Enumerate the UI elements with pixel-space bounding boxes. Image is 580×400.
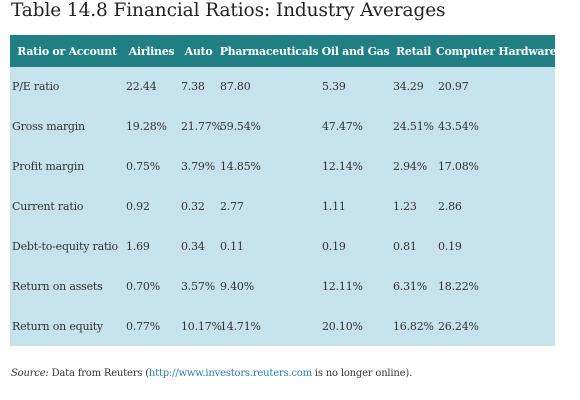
- source-note: Source: Data from Reuters (http://www.in…: [11, 368, 412, 379]
- column-header-ratio: Ratio or Account: [17, 44, 117, 58]
- row-label: Gross margin: [12, 120, 85, 134]
- table-cell: 7.38: [181, 80, 205, 94]
- table-cell: 1.11: [322, 200, 346, 214]
- row-label: P/E ratio: [12, 80, 60, 94]
- table-cell: 0.32: [181, 200, 205, 214]
- table-cell: 1.69: [126, 240, 150, 253]
- table-cell: 26.24%: [438, 319, 479, 333]
- table-cell: 0.19: [438, 240, 462, 253]
- column-header-airlines: Airlines: [128, 44, 175, 58]
- table-cell: 16.82%: [393, 319, 434, 333]
- table-row: Debt-to-equity ratio 1.69 0.34 0.11 0.19…: [10, 227, 555, 267]
- row-label: Return on assets: [12, 279, 103, 293]
- table-cell: 3.79%: [181, 160, 215, 174]
- table-cell: 0.34: [181, 240, 205, 253]
- table-cell: 47.47%: [322, 120, 363, 134]
- table-cell: 2.77: [220, 200, 244, 214]
- table-cell: 2.94%: [393, 160, 427, 174]
- row-label: Return on equity: [12, 319, 103, 333]
- table-cell: 19.28%: [126, 120, 167, 134]
- table-cell: 17.08%: [438, 160, 479, 174]
- table-cell: 14.85%: [220, 160, 261, 174]
- table-row: Gross margin 19.28% 21.77% 59.54% 47.47%…: [10, 107, 555, 147]
- financial-ratios-table: Ratio or Account Airlines Auto Pharmaceu…: [10, 35, 557, 347]
- table-row: Current ratio 0.92 0.32 2.77 1.11 1.23 2…: [10, 187, 555, 227]
- table-row: Profit margin 0.75% 3.79% 14.85% 12.14% …: [10, 147, 555, 187]
- row-label: Profit margin: [12, 160, 85, 174]
- table-cell: 20.97: [438, 80, 469, 94]
- table-cell: 0.19: [322, 240, 346, 253]
- column-header-pharmaceuticals: Pharmaceuticals: [219, 44, 319, 58]
- table-cell: 14.71%: [220, 319, 261, 333]
- table-cell: 34.29: [393, 80, 424, 94]
- table-cell: 0.81: [393, 240, 417, 253]
- table-cell: 21.77%: [181, 120, 222, 134]
- table-cell: 12.14%: [322, 160, 363, 174]
- table-title: Table 14.8 Financial Ratios: Industry Av…: [11, 0, 446, 21]
- table-cell: 10.17%: [181, 319, 222, 333]
- column-header-retail: Retail: [396, 44, 431, 58]
- table-cell: 0.77%: [126, 319, 160, 333]
- row-label: Debt-to-equity ratio: [12, 240, 118, 253]
- table-cell: 0.70%: [126, 279, 160, 293]
- column-header-oil-and-gas: Oil and Gas: [321, 44, 390, 58]
- table-cell: 0.92: [126, 200, 150, 214]
- table-cell: 22.44: [126, 80, 157, 94]
- table-row: P/E ratio 22.44 7.38 87.80 5.39 34.29 20…: [10, 67, 555, 107]
- table-cell: 1.23: [393, 200, 417, 214]
- table-cell: 59.54%: [220, 120, 261, 134]
- table-cell: 5.39: [322, 80, 346, 94]
- table-cell: 2.86: [438, 200, 462, 214]
- source-label: Source:: [11, 368, 49, 379]
- table-cell: 0.11: [220, 240, 244, 253]
- reuters-link[interactable]: http://www.investors.reuters.com: [148, 368, 312, 379]
- table-cell: 20.10%: [322, 319, 363, 333]
- table-cell: 24.51%: [393, 120, 434, 134]
- column-header-computer-hardware: Computer Hardware: [436, 44, 557, 58]
- header-row: Ratio or Account Airlines Auto Pharmaceu…: [10, 35, 557, 67]
- table-cell: 18.22%: [438, 279, 479, 293]
- table-cell: 43.54%: [438, 120, 479, 134]
- table-cell: 9.40%: [220, 279, 254, 293]
- source-text: Data from Reuters (: [48, 368, 150, 379]
- table-cell: 12.11%: [322, 279, 363, 293]
- table-row: Return on assets 0.70% 3.57% 9.40% 12.11…: [10, 266, 555, 306]
- column-header-auto: Auto: [184, 44, 213, 58]
- table-cell: 6.31%: [393, 279, 427, 293]
- row-label: Current ratio: [12, 200, 84, 214]
- table-cell: 87.80: [220, 80, 251, 94]
- table-cell: 3.57%: [181, 279, 215, 293]
- table-cell: 0.75%: [126, 160, 160, 174]
- table-row: Return on equity 0.77% 10.17% 14.71% 20.…: [10, 306, 555, 346]
- source-text-after: is no longer online).: [311, 368, 413, 379]
